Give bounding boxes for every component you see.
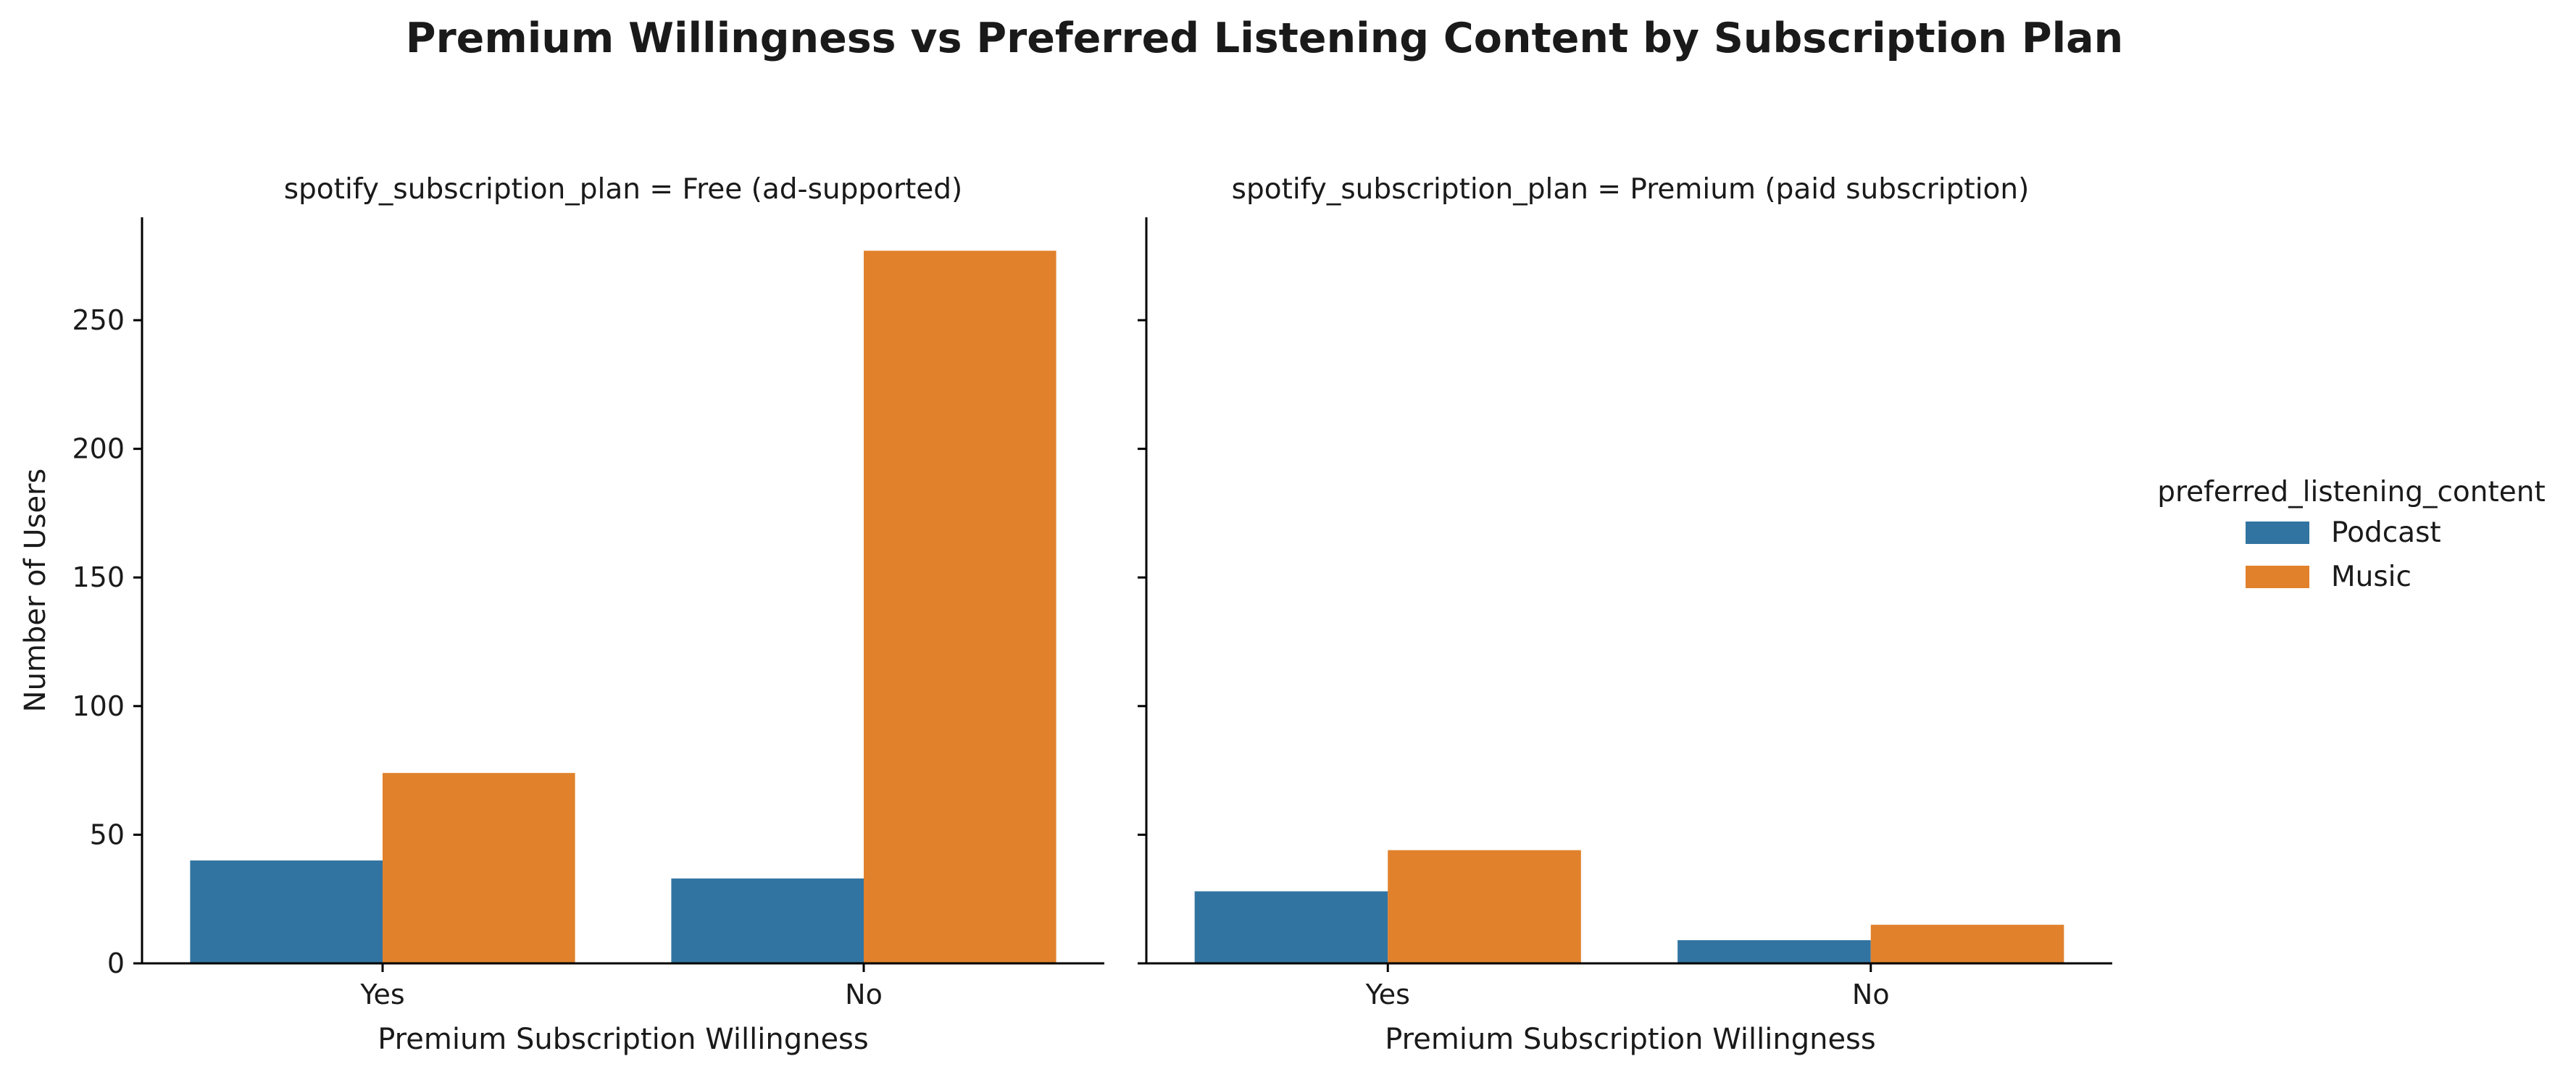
x-tick-label: No xyxy=(1852,979,1890,1010)
bar-music-yes xyxy=(383,773,575,963)
x-tick-label: Yes xyxy=(1365,979,1410,1010)
legend-swatch-podcast xyxy=(2246,522,2309,544)
bar-podcast-yes xyxy=(190,860,383,963)
legend-label-music: Music xyxy=(2331,561,2412,593)
bar-music-no xyxy=(864,251,1056,963)
bars-right xyxy=(1194,850,2064,963)
x-axis-label-right: Premium Subscription Willingness xyxy=(1385,1023,1875,1056)
y-tick-label: 0 xyxy=(107,947,125,979)
y-tick-label: 200 xyxy=(72,433,125,465)
y-tick-label: 150 xyxy=(72,561,125,593)
bar-music-no xyxy=(1870,924,2064,963)
facet-left: spotify_subscription_plan = Free (ad-sup… xyxy=(72,173,1104,1056)
x-tick-label: No xyxy=(845,979,883,1010)
bar-podcast-no xyxy=(1677,940,1871,963)
y-tick-label: 50 xyxy=(90,818,125,850)
ticks-left: Yes No 0 50 100 150 200 250 xyxy=(72,304,882,1010)
bar-podcast-no xyxy=(671,878,864,963)
facet-title-left: spotify_subscription_plan = Free (ad-sup… xyxy=(284,173,963,206)
x-axis-label-left: Premium Subscription Willingness xyxy=(378,1023,868,1056)
legend-swatch-music xyxy=(2246,566,2309,588)
legend: preferred_listening_content Podcast Music xyxy=(2157,476,2546,593)
legend-title: preferred_listening_content xyxy=(2157,476,2546,508)
ticks-right: Yes No xyxy=(1138,319,1890,1010)
legend-entries: Podcast Music xyxy=(2246,516,2441,593)
bar-music-yes xyxy=(1388,850,1581,963)
bar-podcast-yes xyxy=(1194,891,1388,963)
y-tick-label: 100 xyxy=(72,690,125,722)
x-tick-label: Yes xyxy=(359,979,404,1010)
facet-right: spotify_subscription_plan = Premium (pai… xyxy=(1138,173,2112,1056)
facet-title-right: spotify_subscription_plan = Premium (pai… xyxy=(1232,173,2030,206)
y-tick-label: 250 xyxy=(72,304,125,336)
bars-left xyxy=(190,251,1056,963)
legend-label-podcast: Podcast xyxy=(2331,516,2441,549)
chart-title: Premium Willingness vs Preferred Listeni… xyxy=(406,14,2123,62)
y-axis-label: Number of Users xyxy=(19,469,52,713)
